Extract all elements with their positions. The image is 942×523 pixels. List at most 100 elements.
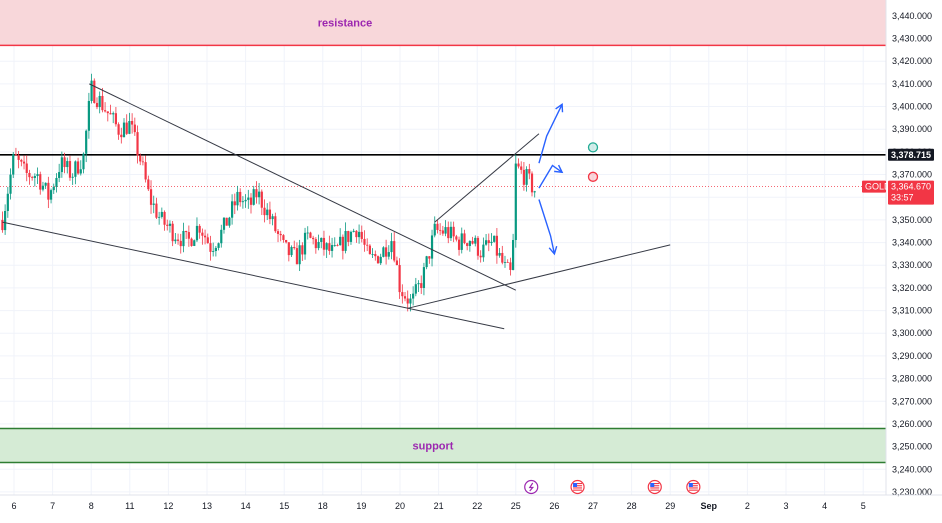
bullish-candle <box>511 240 515 270</box>
time-tick-label: 21 <box>434 501 444 511</box>
bearish-candle <box>47 182 50 200</box>
flag-stripe <box>650 487 660 489</box>
bearish-candle <box>171 223 174 242</box>
bearish-candle <box>20 159 23 162</box>
upper-ascending-trendline[interactable] <box>434 133 540 223</box>
bullish-candle <box>325 243 328 250</box>
price-tick-label: 3,290.000 <box>892 351 932 361</box>
support-zone[interactable] <box>0 428 886 463</box>
us-flag-event-icon[interactable] <box>647 479 662 495</box>
bearish-candle <box>147 179 150 190</box>
bearish-candle <box>103 110 107 112</box>
price-tick-label: 3,340.000 <box>892 238 932 248</box>
bullish-candle <box>298 245 301 265</box>
flag-canton <box>688 483 693 487</box>
bullish-candle <box>290 246 293 256</box>
bearish-candle <box>463 233 466 244</box>
lower-ascending-trendline[interactable] <box>407 244 671 309</box>
bearish-candle <box>31 177 34 178</box>
bullish-candle <box>357 231 361 238</box>
bullish-candle <box>417 283 420 285</box>
bearish-candle <box>22 161 26 164</box>
bullish-candle <box>222 217 226 230</box>
price-tick-label: 3,420.000 <box>892 56 932 66</box>
current-price-tag-text: 3,364.670 <box>891 182 931 192</box>
pullback-projection[interactable] <box>538 164 563 189</box>
bullish-candle <box>387 252 390 257</box>
bearish-candle <box>509 262 512 270</box>
red-stop-circle[interactable] <box>587 171 599 182</box>
bearish-projection[interactable] <box>538 199 556 255</box>
bearish-candle <box>495 235 498 256</box>
bearish-candle <box>366 244 369 246</box>
bullish-candle <box>241 201 244 203</box>
resistance-label: resistance <box>318 18 372 30</box>
bullish-candle <box>212 251 215 252</box>
bullish-candle <box>482 244 485 258</box>
bullish-candle <box>514 163 517 241</box>
bullish-candle <box>66 161 69 168</box>
economic-event-icons[interactable] <box>524 479 701 495</box>
bearish-candle <box>293 246 296 249</box>
bearish-candle <box>398 265 401 293</box>
bearish-candle <box>279 233 282 236</box>
bearish-candle <box>374 254 377 257</box>
us-flag-event-icon[interactable] <box>570 479 585 495</box>
resistance-zone[interactable] <box>0 0 886 46</box>
bullish-candle <box>490 241 493 244</box>
flag-canton <box>573 483 578 487</box>
us-flag-event-icon[interactable] <box>686 479 701 495</box>
bearish-candle <box>263 207 266 216</box>
lower-descending-trendline[interactable] <box>2 221 505 330</box>
bearish-candle <box>68 161 72 178</box>
time-tick-label: 28 <box>627 501 637 511</box>
bullish-candle <box>33 176 36 178</box>
time-tick-label: 29 <box>665 501 675 511</box>
current-price-tag-background <box>888 180 934 205</box>
price-tick-label: 3,430.000 <box>892 34 932 44</box>
bullish-candle <box>9 174 12 194</box>
time-tick-label: 4 <box>822 501 827 511</box>
bullish-candle <box>412 293 415 299</box>
bullish-candle <box>422 267 426 288</box>
candlestick-series <box>1 73 536 312</box>
time-tick-label: 2 <box>745 501 750 511</box>
flag-canton <box>650 483 655 487</box>
bullish-candle <box>344 231 347 251</box>
bullish-candle <box>182 230 185 247</box>
bearish-candle <box>141 161 145 163</box>
bearish-candle <box>406 298 409 304</box>
bearish-candle <box>428 256 431 259</box>
bullish-projection[interactable] <box>538 103 563 164</box>
us-flag-event-icon-ring <box>647 479 662 495</box>
bearish-candle <box>203 235 207 238</box>
price-tick-label: 3,390.000 <box>892 124 932 134</box>
bearish-candle <box>139 155 142 162</box>
bullish-candle <box>349 231 353 242</box>
bullish-candle <box>371 254 374 255</box>
bullish-candle <box>230 201 234 218</box>
bullish-candle <box>98 95 101 108</box>
price-axis[interactable] <box>886 0 942 495</box>
upper-descending-trendline[interactable] <box>89 83 517 291</box>
bullish-candle <box>217 243 220 248</box>
bullish-candle <box>258 191 261 198</box>
bearish-candle <box>28 172 31 178</box>
bearish-candle <box>225 217 228 226</box>
bullish-candle <box>271 216 274 220</box>
lightning-event-icon[interactable] <box>524 479 539 495</box>
bearish-candle <box>355 230 358 238</box>
bearish-candle <box>14 154 18 156</box>
price-tick-label: 3,310.000 <box>892 306 932 316</box>
bullish-candle <box>303 232 307 255</box>
time-axis-labels[interactable]: 6 7 8 11 12 13 14 15 18 19 20 21 22 25 26 27 28 29 Sep 2 3 4 5 <box>11 501 865 511</box>
green-target-circle[interactable] <box>587 142 599 153</box>
bearish-candle <box>322 237 326 250</box>
bearish-candle <box>17 155 20 160</box>
pullback-projection-arrowhead <box>554 164 564 174</box>
bullish-candle <box>6 193 9 211</box>
bullish-candle <box>382 247 385 257</box>
price-tick-label: 3,300.000 <box>892 328 932 338</box>
flag-stripe <box>650 485 660 487</box>
